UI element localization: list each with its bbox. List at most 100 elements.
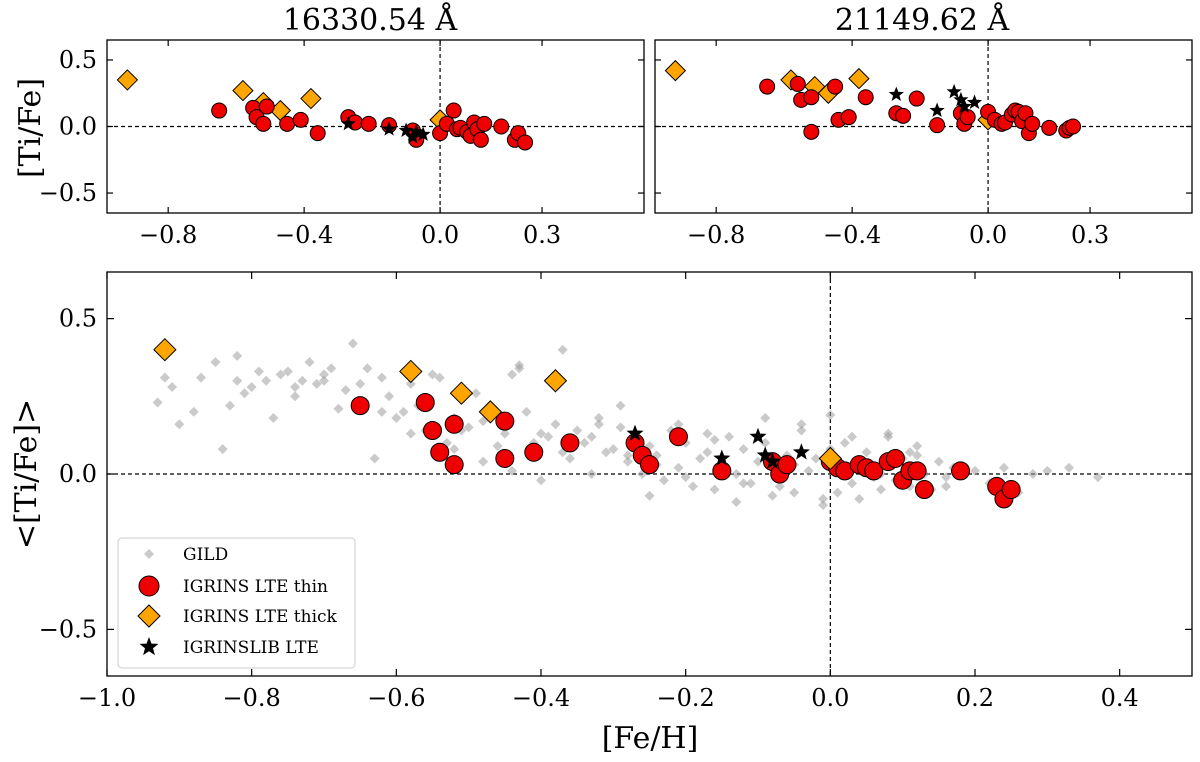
panel0-point-2-0 [340,115,356,131]
panel2-point-0-43 [470,388,481,399]
legend-thin-marker [138,575,160,597]
panel2-point-0-6 [210,357,221,368]
panel2-point-0-53 [543,431,554,442]
panel2-xtick-label: 0.0 [811,684,849,712]
panel0-xtick-label: 0.0 [421,221,459,249]
panel0-xtick-label: 0.3 [523,221,561,249]
panel2-point-2-4 [543,369,568,393]
panel2-point-0-132 [709,434,720,445]
panel2-point-0-143 [586,469,597,479]
panel0-point-1-4 [258,98,275,115]
panel2-point-0-29 [369,453,380,464]
legend-frame [117,537,356,669]
panel2-point-0-133 [738,478,749,489]
panel2-point-1-9 [560,433,580,453]
panel2-point-0-58 [579,437,590,448]
legend-lib-marker [139,637,159,656]
panel2-point-3-5 [792,443,810,460]
panel2-point-1-4 [444,414,464,434]
panel2-point-0-64 [622,456,633,467]
panel2-point-1-28 [907,461,927,481]
panel2-point-1-8 [524,442,544,462]
panel1-series-igrinslib-lte [888,83,983,117]
panel1-point-0-4 [848,67,870,90]
panel2-point-0-82 [753,456,763,467]
panel2-point-0-56 [564,453,575,464]
panel2-point-0-50 [521,406,532,417]
panel2-point-0-134 [767,490,778,501]
panel1-xtick-label: −0.4 [823,221,881,249]
top-left-title: 16330.54 Å [283,2,458,38]
panel1-point-2-5 [966,94,983,109]
panel2-point-0-37 [427,369,438,380]
panel2-point-0-148 [731,496,742,507]
panel2-xtick-label: 0.2 [956,684,994,712]
panel2-point-0-24 [333,403,344,414]
bottom-panel: −1.0 −0.8 −0.6 −0.4 −0.2 0.0 0.2 0.4 0.5 0.0 −0.5 [39,271,1193,712]
panel2-point-0-19 [297,375,308,386]
panel2-point-1-25 [885,448,905,468]
panel2-point-0-149 [760,413,771,424]
panel2-point-0-119 [290,391,301,402]
panel2-point-0-7 [217,444,228,455]
panel2-point-0-113 [998,462,1009,473]
panel2-point-0-107 [933,456,944,467]
panel1-xtick-label: −0.8 [687,221,745,249]
panel2-point-3-4 [763,452,781,469]
panel2-xtick-label: −0.2 [657,684,715,712]
panel2-point-0-135 [796,419,807,430]
legend-gild-label: GILD [183,545,228,565]
panel2-point-0-125 [507,465,518,476]
panel2-point-0-111 [970,465,980,476]
panel2-series-igrins-lte-thin [350,393,1021,509]
top-left-panel: −0.8 −0.4 0.0 0.3 0.5 0.0 −0.5 [39,39,645,249]
panel2-point-0-137 [854,493,865,504]
panel2-point-1-23 [864,461,884,481]
panel2-point-0-31 [384,391,395,402]
panel2-point-0-42 [463,422,474,433]
panel1-point-2-3 [953,91,969,107]
panel2-point-0-26 [347,338,358,349]
panel2-point-0-128 [593,419,604,430]
panel2-point-0-74 [695,453,706,464]
panel1-point-1-30 [1065,118,1082,135]
panel2-point-0-120 [319,369,329,380]
panel0-point-1-6 [292,111,309,128]
panel2-point-1-0 [350,396,370,416]
panel2-point-0-48 [507,369,518,380]
panel2-point-0-22 [319,375,329,386]
panel2-point-0-104 [912,450,923,461]
panel0-ytick-label: 0.0 [59,113,97,141]
panel2-point-0-138 [883,428,894,439]
panel2-ytick-label: 0.0 [59,460,97,488]
panel2-point-3-2 [749,427,767,444]
panel2-point-0-95 [847,478,858,489]
panel0-series-igrins-lte-thin [211,98,534,151]
panel2-point-0-87 [789,487,800,498]
panel1-point-2-4 [956,98,972,113]
panel2-point-0-9 [232,350,243,361]
panel2-point-0-2 [167,381,178,392]
panel2-xtick-label: 0.4 [1101,684,1139,712]
panel2-point-0-61 [601,447,612,458]
panel0-xtick-label: −0.8 [139,221,197,249]
panel2-point-0-79 [731,469,742,479]
panel2-point-0-123 [449,444,460,455]
panel1-series-igrins-lte-thin [759,75,1082,142]
panel2-xtick-label: −0.4 [512,684,570,712]
panel2-point-1-3 [430,442,450,462]
panel2-point-0-52 [536,428,546,439]
panel2-point-2-1 [399,359,423,384]
panel2-point-1-30 [951,461,971,481]
panel0-point-2-1 [381,121,397,136]
top-right-panel: −0.8 −0.4 0.0 0.3 [654,39,1193,249]
panel1-point-1-11 [908,90,925,107]
panel2-point-3-1 [713,449,731,466]
panel2-point-0-60 [593,413,604,424]
panel2-point-2-0 [153,337,177,362]
panel2-point-2-3 [478,400,503,424]
panel2-point-0-151 [818,500,829,511]
panel2-point-0-20 [304,357,315,368]
panel1-point-1-10 [895,107,912,124]
